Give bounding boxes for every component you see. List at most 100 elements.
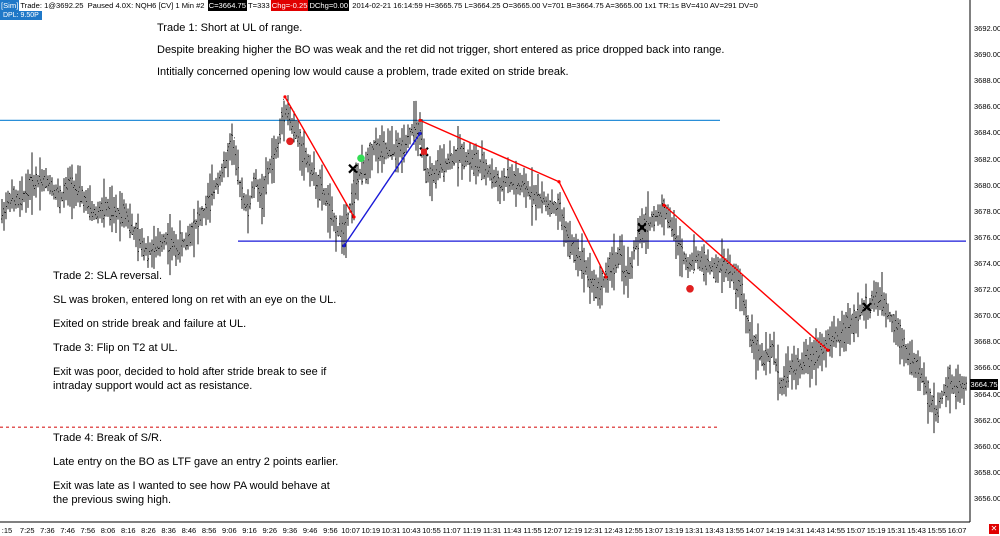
time-tick-label: 8:36 [161, 526, 176, 535]
time-tick-label: 11:07 [442, 526, 461, 535]
trend-line-anchor[interactable] [342, 244, 346, 248]
trade-exit-x-marker[interactable] [862, 302, 872, 312]
time-tick-label: 13:07 [644, 526, 664, 535]
price-tick-label: 3684.00 [974, 128, 1000, 138]
price-tick-label: 3670.00 [974, 311, 1000, 321]
time-tick-label: 9:06 [222, 526, 237, 535]
time-tick-label: 9:16 [242, 526, 257, 535]
price-tick-label: 3660.00 [974, 441, 1000, 451]
time-tick-label: 7:56 [80, 526, 96, 535]
trade-exit-x-marker[interactable] [637, 222, 647, 233]
trade3-note-1: Exit was poor, decided to hold after str… [53, 366, 327, 378]
chart-status-bar: [Sim] Trade: 1@3692.25 Paused 4.0X: NQH6 … [0, 0, 970, 11]
trade4-title: Trade 4: Break of S/R. [53, 432, 163, 444]
trade3-title: Trade 3: Flip on T2 at UL. [53, 342, 178, 354]
time-tick-label: 9:46 [302, 526, 318, 535]
trend-line-anchor[interactable] [826, 348, 830, 352]
time-tick-label: 11:43 [503, 526, 522, 535]
close-readout: C=3664.75 [207, 0, 248, 11]
time-tick-label: 10:19 [361, 526, 381, 535]
time-tick-label: 13:55 [725, 526, 745, 535]
trade-dot-marker[interactable] [686, 285, 694, 293]
time-tick-label: 15:07 [846, 526, 866, 535]
trade4-note-3: the previous swing high. [53, 494, 172, 506]
time-tick-label: 8:06 [100, 526, 116, 535]
trend-line-anchor[interactable] [418, 118, 422, 122]
trade-dot-marker[interactable] [357, 154, 365, 163]
trend-line-anchor[interactable] [604, 275, 608, 279]
trade2-title: Trade 2: SLA reversal. [53, 270, 163, 282]
price-tick-label: 3678.00 [974, 206, 1000, 216]
time-tick-label: 14:55 [826, 526, 846, 535]
price-tick-label: 3680.00 [974, 180, 1000, 190]
time-tick-label: 12:43 [603, 526, 623, 535]
time-tick-label: 15:43 [907, 526, 926, 535]
chart-options-icon[interactable]: ✕ [989, 524, 999, 534]
trade4-annotation: Trade 4: Break of S/R. Late entry on the… [53, 431, 338, 507]
time-tick-label: 9:56 [323, 526, 338, 535]
time-tick-label: 15:19 [866, 526, 886, 535]
time-tick-label: 8:26 [141, 526, 156, 535]
trade1-title: Trade 1: Short at UL of range. [157, 22, 303, 34]
time-tick-label: 14:31 [785, 526, 805, 535]
trend-line-anchor[interactable] [557, 180, 561, 184]
time-tick-label: :15 [1, 526, 13, 535]
trade-square-marker[interactable] [421, 148, 427, 155]
playback-status: Paused 4.0X: NQH6 [CV] 1 Min #2 [87, 1, 205, 10]
time-tick-label: 12:19 [563, 526, 583, 535]
price-tick-label: 3686.00 [974, 102, 1000, 112]
time-tick-label: 8:56 [201, 526, 217, 535]
trend-line-anchor[interactable] [418, 131, 422, 136]
trend-line-anchor[interactable] [283, 95, 287, 99]
trade4-note-2: Exit was late as I wanted to see how PA … [53, 480, 330, 492]
trend-line-anchor[interactable] [662, 203, 666, 207]
price-tick-label: 3688.00 [974, 76, 1000, 86]
time-tick-label: 11:31 [482, 526, 502, 535]
time-tick-label: 12:31 [583, 526, 603, 535]
price-tick-label: 3666.00 [974, 363, 1000, 373]
time-tick-label: 15:31 [886, 526, 906, 535]
tick-count: T=333 [248, 1, 270, 10]
time-tick-label: 10:55 [422, 526, 441, 535]
trade1-annotation: Trade 1: Short at UL of range. Despite b… [157, 21, 724, 79]
trade-exit-x-marker[interactable] [348, 163, 358, 174]
trade2-note-1: SL was broken, entered long on ret with … [53, 294, 337, 306]
time-tick-label: 10:43 [401, 526, 421, 535]
time-tick-label: 12:55 [624, 526, 643, 535]
trade2-note-2: Exited on stride break and failure at UL… [53, 318, 247, 330]
trade-info: Trade: 1@3692.25 [20, 1, 84, 10]
time-tick-label: 7:46 [60, 526, 75, 535]
price-tick-label: 3682.00 [974, 154, 1000, 164]
time-tick-label: 10:07 [341, 526, 360, 535]
trade1-note-1: Despite breaking higher the BO was weak … [157, 44, 725, 56]
price-tick-label: 3676.00 [974, 232, 1000, 242]
price-tick-label: 3674.00 [974, 259, 1000, 268]
current-price-label: 3664.75 [970, 379, 998, 390]
time-tick-label: 14:07 [745, 526, 765, 535]
time-tick-label: 11:55 [523, 526, 542, 535]
time-tick-label: 7:36 [40, 526, 55, 535]
time-tick-label: 8:16 [120, 526, 136, 535]
trade4-note-1: Late entry on the BO as LTF gave an entr… [53, 456, 339, 468]
trend-line-4[interactable] [663, 204, 829, 351]
dpl-badge: DPL: 9.50P [0, 11, 42, 20]
daily-change-readout: DChg=0.00 [308, 0, 350, 11]
trade2-3-annotation: Trade 2: SLA reversal. SL was broken, en… [53, 269, 336, 393]
sim-badge: [Sim] [0, 0, 20, 11]
price-tick-label: 3662.00 [974, 415, 1000, 425]
time-tick-label: 12:07 [543, 526, 563, 535]
time-tick-label: 13:31 [684, 526, 704, 535]
time-tick-label: 14:19 [765, 526, 785, 535]
trend-line-anchor[interactable] [352, 215, 356, 219]
trend-line-1[interactable] [284, 96, 355, 218]
time-tick-label: 15:55 [927, 526, 947, 535]
time-tick-label: 16:07 [947, 526, 967, 535]
time-tick-label: 9:26 [262, 526, 278, 535]
trend-line-2[interactable] [343, 133, 421, 247]
price-tick-label: 3690.00 [974, 50, 1000, 60]
price-tick-label: 3656.00 [974, 494, 1000, 503]
trade-dot-marker[interactable] [286, 137, 294, 146]
bar-info-readout: 2014-02-21 16:14:59 H=3665.75 L=3664.25 … [352, 1, 758, 10]
price-tick-label: 3658.00 [974, 467, 1000, 477]
